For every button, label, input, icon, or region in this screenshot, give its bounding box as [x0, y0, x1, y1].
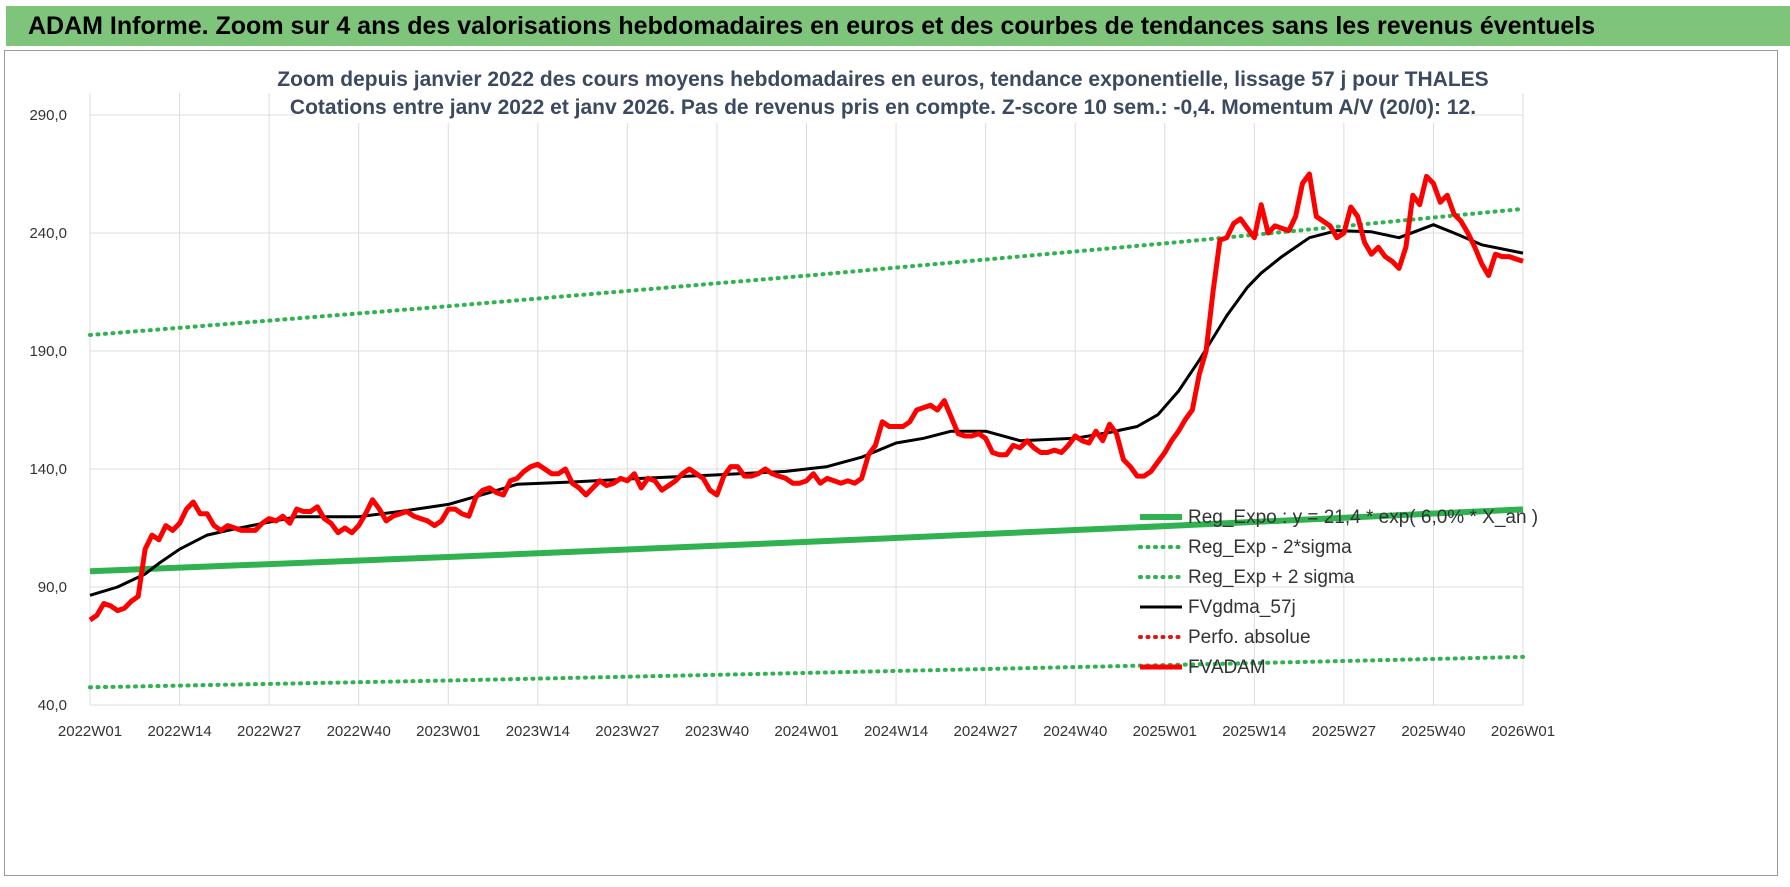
y-tick-label: 290,0 — [29, 107, 67, 124]
y-tick-label: 140,0 — [29, 461, 67, 478]
chart-titles: Zoom depuis janvier 2022 des cours moyen… — [277, 63, 1489, 123]
x-tick-label: 2022W40 — [327, 723, 391, 740]
y-tick-label: 90,0 — [38, 579, 67, 596]
x-tick-label: 2025W40 — [1401, 723, 1465, 740]
series-line-3 — [89, 223, 1524, 597]
y-tick-label: 190,0 — [29, 343, 67, 360]
legend-label-5: FVADAM — [1188, 657, 1266, 678]
x-tick-label: 2024W40 — [1043, 723, 1107, 740]
y-axis-ticks: 40,0 90,0 140,0 190,0 240,0 290,0 — [29, 107, 67, 714]
legend-label-0: Reg_Expo : y = 21,4 * exp( 6,0% * X_an ) — [1188, 507, 1538, 528]
legend-label-4: Perfo. absolue — [1188, 627, 1311, 648]
series-line-5 — [88, 171, 1524, 623]
y-tick-label: 40,0 — [38, 697, 67, 714]
chart-subtitle: Cotations entre janv 2022 et janv 2026. … — [290, 96, 1476, 119]
x-tick-label: 2024W27 — [954, 723, 1018, 740]
grid-lines — [89, 93, 1524, 706]
legend-label-2: Reg_Exp + 2 sigma — [1188, 567, 1355, 588]
x-tick-label: 2024W14 — [864, 723, 928, 740]
legend-label-1: Reg_Exp - 2*sigma — [1188, 537, 1352, 558]
legend: Reg_Expo : y = 21,4 * exp( 6,0% * X_an )… — [1138, 507, 1538, 678]
x-tick-label: 2023W27 — [595, 723, 659, 740]
series-line-0 — [89, 506, 1524, 575]
x-tick-label: 2023W40 — [685, 723, 749, 740]
x-tick-label: 2025W27 — [1312, 723, 1376, 740]
x-tick-label: 2022W14 — [147, 723, 211, 740]
x-tick-label: 2022W01 — [58, 723, 122, 740]
series-line-1 — [88, 654, 1525, 690]
x-tick-label: 2024W01 — [774, 723, 838, 740]
chart-frame: 40,0 90,0 140,0 190,0 240,0 290,0 2022W01 2022… — [4, 50, 1778, 876]
series-line-2 — [88, 206, 1525, 337]
x-tick-label: 2025W14 — [1222, 723, 1286, 740]
x-tick-label: 2026W01 — [1491, 723, 1555, 740]
x-tick-label: 2023W01 — [416, 723, 480, 740]
series-lines — [88, 171, 1525, 690]
title-background — [295, 63, 1470, 123]
x-tick-label: 2025W01 — [1133, 723, 1197, 740]
legend-label-3: FVgdma_57j — [1188, 597, 1296, 618]
chart-title: Zoom depuis janvier 2022 des cours moyen… — [277, 68, 1488, 91]
x-tick-label: 2023W14 — [506, 723, 570, 740]
y-tick-label: 240,0 — [29, 225, 67, 242]
x-axis-ticks: 2022W01 2022W14 2022W27 2022W40 2023W01 2023W… — [58, 723, 1555, 740]
x-tick-label: 2022W27 — [237, 723, 301, 740]
report-title-banner: ADAM Informe. Zoom sur 4 ans des valoris… — [6, 6, 1790, 46]
